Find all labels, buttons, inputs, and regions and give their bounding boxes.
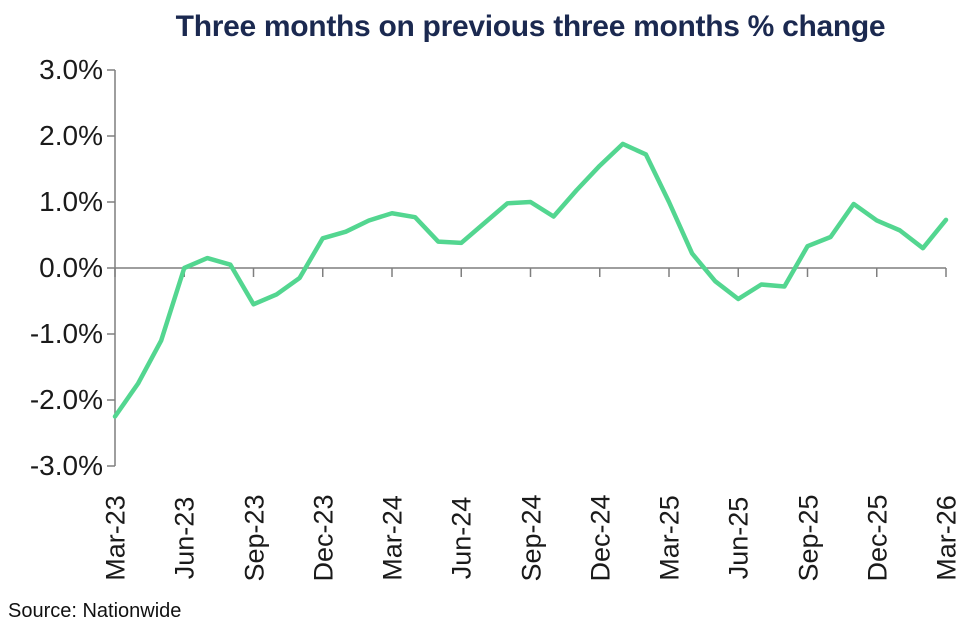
y-axis-tick-label: 3.0% [39, 54, 103, 85]
x-axis-tick-label: Mar-26 [931, 495, 962, 581]
y-axis-tick-label: 0.0% [39, 252, 103, 283]
source-text: Source: Nationwide [8, 600, 182, 622]
data-line [112, 141, 949, 419]
x-axis-tick-label: Jun-24 [446, 496, 477, 580]
y-axis-tick-label: -3.0% [29, 450, 103, 481]
x-axis-tick-label: Jun-25 [723, 496, 754, 580]
x-axis-tick-label: Sep-25 [793, 494, 823, 582]
x-axis-tick-label: Dec-25 [862, 494, 893, 582]
chart-title: Three months on previous three months % … [175, 10, 886, 43]
x-axis-tick-label: Mar-23 [100, 495, 131, 581]
x-axis-tick-label: Mar-24 [377, 495, 408, 581]
x-axis-tick-label: Sep-23 [239, 494, 269, 582]
y-axis-tick-label: 1.0% [39, 186, 103, 217]
x-axis-tick-label: Mar-25 [654, 495, 685, 581]
y-axis-tick-label: -1.0% [29, 318, 103, 349]
y-axis-tick-label: -2.0% [29, 384, 103, 415]
x-axis-tick-label: Jun-23 [169, 496, 200, 580]
x-axis-tick-label: Dec-23 [308, 494, 339, 582]
x-axis-tick-label: Sep-24 [516, 494, 546, 582]
y-axis-tick-label: 2.0% [39, 120, 103, 151]
x-axis-tick-label: Dec-24 [585, 494, 616, 582]
